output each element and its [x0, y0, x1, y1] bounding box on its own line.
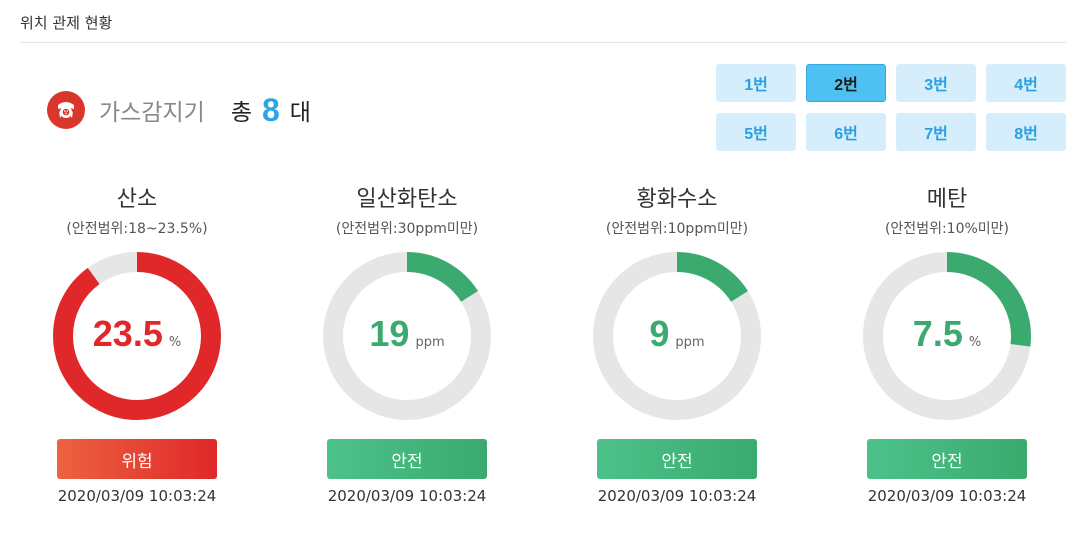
gauge-fill — [593, 252, 761, 420]
gauge-card: 일산화탄소 (안전범위:30ppm미만) 19 ppm 안전 2020/03/09 10:… — [312, 183, 502, 505]
value-number: 19 — [369, 313, 410, 354]
gauge-card: 메탄 (안전범위:10%미만) 7.5% 안전 2020/03/09 10:03:24 — [852, 183, 1042, 505]
gas-name: 일산화탄소 — [356, 187, 458, 212]
value-number: 7.5 — [912, 313, 963, 354]
section-header: 위치 관제 현황 — [20, 0, 1066, 43]
gas-name: 황화수소 — [636, 187, 718, 212]
unit-button-4[interactable]: 4번 — [986, 64, 1066, 102]
gauge-svg — [53, 252, 221, 420]
device-summary: 가스감지기 총 8 대 — [47, 90, 311, 130]
status-badge: 안전 — [597, 439, 757, 479]
gauge-value: 7.5% — [862, 251, 1032, 421]
status-badge: 위험 — [57, 439, 217, 479]
timestamp: 2020/03/09 10:03:24 — [597, 487, 757, 505]
timestamp: 2020/03/09 10:03:24 — [867, 487, 1027, 505]
value-number: 23.5 — [92, 313, 163, 354]
status-badge: 안전 — [867, 439, 1027, 479]
gauge-fill — [323, 252, 491, 420]
status-badge: 안전 — [327, 439, 487, 479]
unit-selector: 1번 2번 3번 4번 5번 6번 7번 8번 — [716, 64, 1066, 151]
gauge-fill — [863, 252, 1031, 420]
page-title: 위치 관제 현황 — [20, 14, 113, 32]
device-name: 가스감지기 — [99, 100, 205, 126]
gauge-svg — [863, 252, 1031, 420]
gauge-value: 9 ppm — [592, 251, 762, 421]
safe-range: (안전범위:18~23.5%) — [66, 221, 208, 237]
gauge-fill — [53, 252, 221, 420]
gauge-svg — [323, 252, 491, 420]
gauge-ring: 7.5% — [862, 251, 1032, 421]
unit-button-5[interactable]: 5번 — [716, 113, 796, 151]
gauge-ring: 23.5% — [52, 251, 222, 421]
timestamp: 2020/03/09 10:03:24 — [327, 487, 487, 505]
gauge-card: 산소 (안전범위:18~23.5%) 23.5% 위험 2020/03/09 10:03… — [42, 183, 232, 505]
value-unit: ppm — [675, 335, 705, 350]
gas-name: 산소 — [116, 187, 158, 212]
safe-range: (안전범위:30ppm미만) — [335, 221, 479, 237]
unit-button-7[interactable]: 7번 — [896, 113, 976, 151]
gauge-ring: 9 ppm — [592, 251, 762, 421]
gas-mask-icon — [47, 91, 85, 129]
total-count: 8 — [261, 91, 280, 128]
safe-range: (안전범위:10ppm미만) — [605, 221, 749, 237]
gauge-card: 황화수소 (안전범위:10ppm미만) 9 ppm 안전 2020/03/09 10:03… — [582, 183, 772, 505]
total-unit: 대 — [289, 100, 311, 126]
gauge-value: 19 ppm — [322, 251, 492, 421]
timestamp: 2020/03/09 10:03:24 — [57, 487, 217, 505]
unit-button-2[interactable]: 2번 — [806, 64, 886, 102]
value-number: 9 — [649, 313, 670, 354]
gauge-svg — [593, 252, 761, 420]
unit-button-3[interactable]: 3번 — [896, 64, 976, 102]
gauge-value: 23.5% — [52, 251, 222, 421]
value-unit: % — [968, 335, 982, 350]
gas-name: 메탄 — [926, 187, 968, 212]
unit-button-1[interactable]: 1번 — [716, 64, 796, 102]
value-unit: ppm — [415, 335, 445, 350]
unit-button-6[interactable]: 6번 — [806, 113, 886, 151]
gauge-ring: 19 ppm — [322, 251, 492, 421]
safe-range: (안전범위:10%미만) — [884, 221, 1010, 237]
unit-button-8[interactable]: 8번 — [986, 113, 1066, 151]
total-label: 총 — [230, 100, 252, 126]
value-unit: % — [168, 335, 182, 350]
